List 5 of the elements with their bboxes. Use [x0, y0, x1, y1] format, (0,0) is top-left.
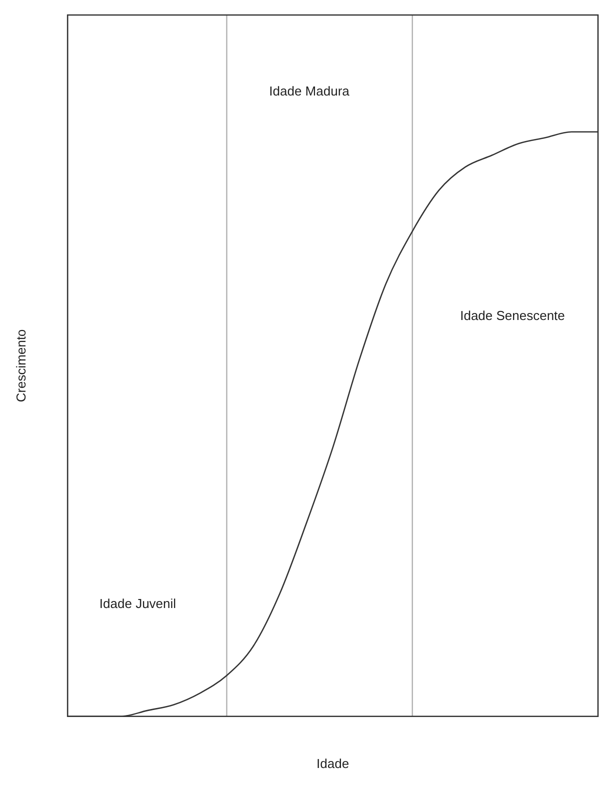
- text: Idade Madura: [269, 84, 350, 99]
- annotation: Idade Juvenil: [99, 596, 176, 611]
- y-axis-title: Crescimento: [13, 329, 28, 402]
- x-axis-title: Idade: [316, 756, 350, 771]
- annotation: Idade Senescente: [460, 308, 565, 324]
